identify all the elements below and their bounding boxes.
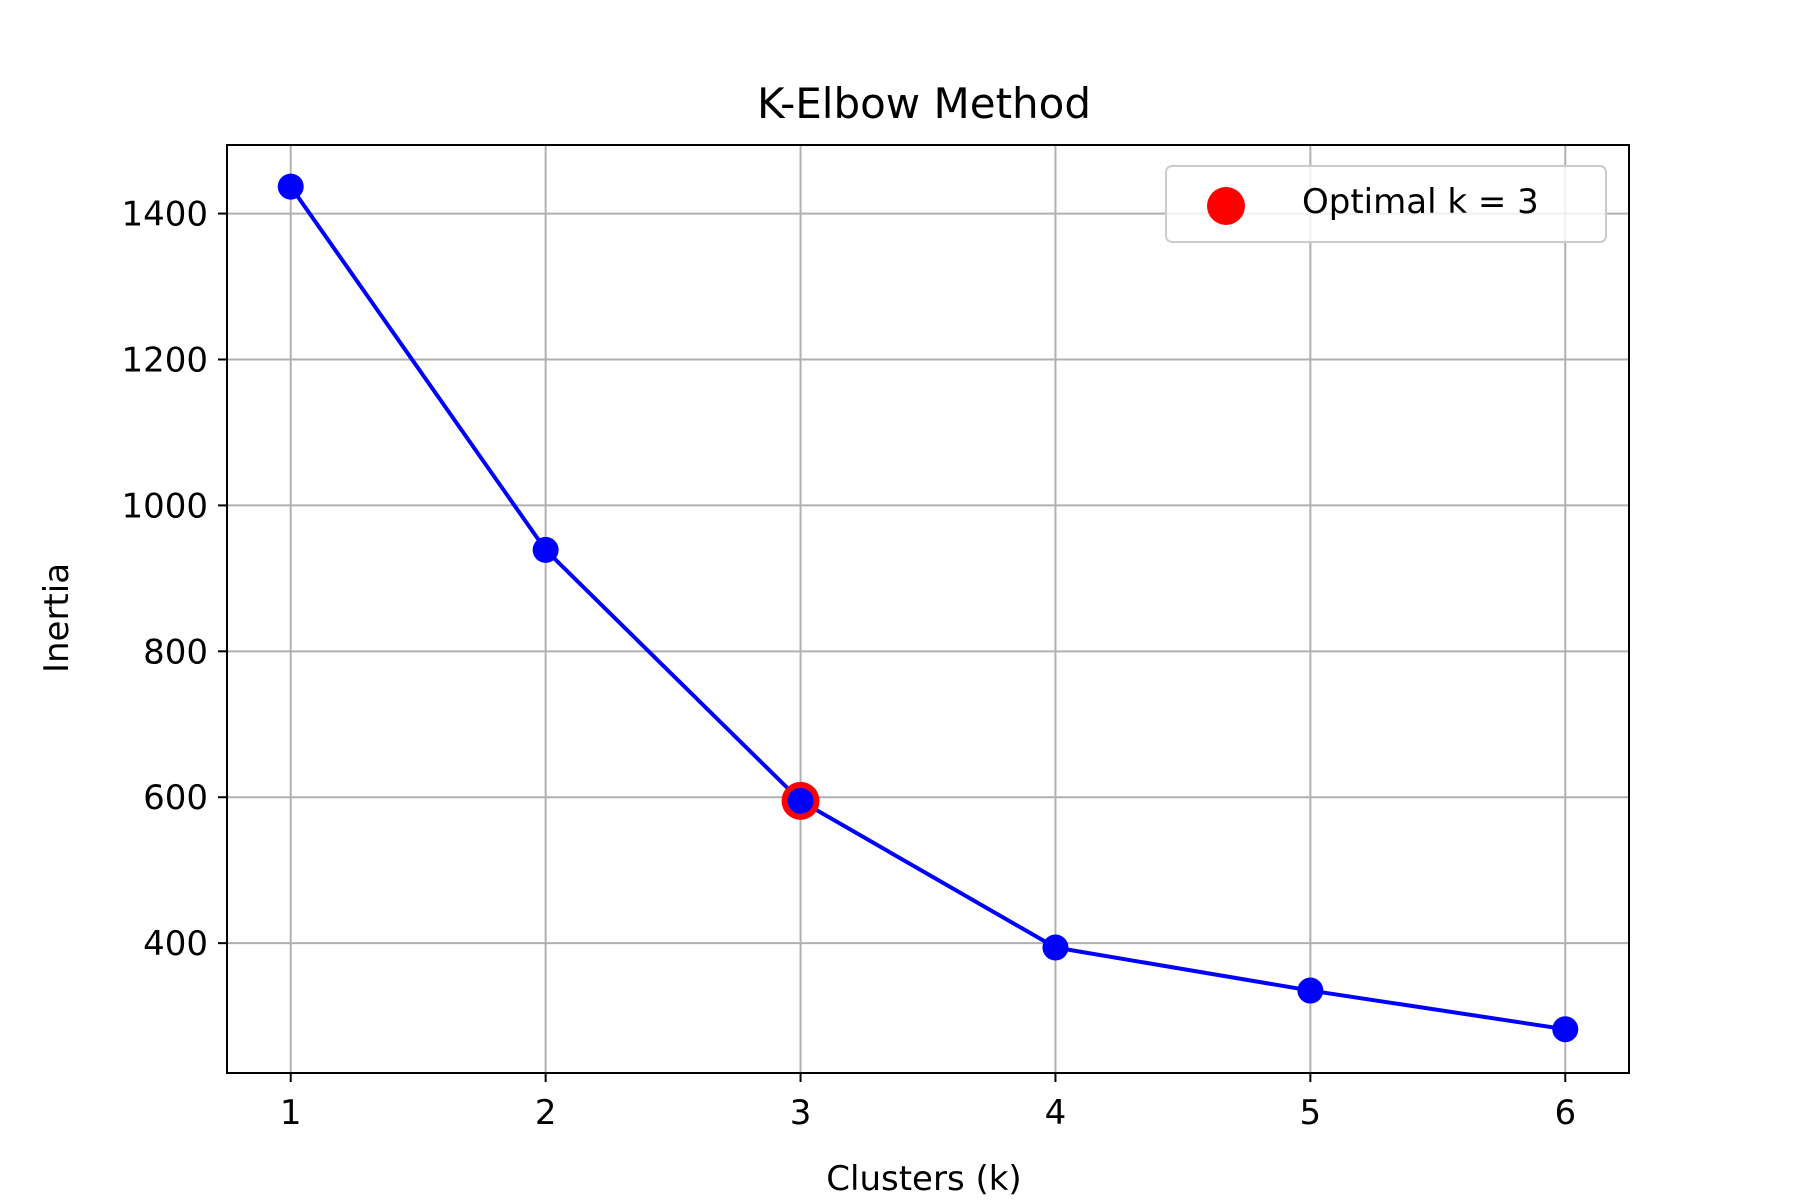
x-tick-label: 6 <box>1554 1093 1576 1133</box>
data-point <box>277 173 304 200</box>
y-tick-label: 600 <box>143 778 208 818</box>
data-point <box>787 787 814 814</box>
legend-box <box>1165 165 1607 243</box>
grid-layer <box>227 145 1629 1073</box>
legend: Optimal k = 3 <box>1165 165 1607 243</box>
data-point <box>532 536 559 563</box>
data-point <box>1042 934 1069 961</box>
ticks-layer: 1 2 3 4 5 6 400 600 800 1000 1200 1400 <box>121 195 1576 1133</box>
x-axis-label: Clusters (k) <box>826 1159 1021 1199</box>
legend-label-optimal: Optimal k = 3 <box>1302 182 1539 222</box>
data-point <box>1297 977 1324 1004</box>
x-tick-label: 4 <box>1045 1093 1067 1133</box>
chart-title: K-Elbow Method <box>757 79 1091 128</box>
series-layer <box>277 173 1579 1043</box>
series-line <box>289 185 1566 1032</box>
x-tick-label: 5 <box>1300 1093 1322 1133</box>
data-point <box>1552 1016 1579 1043</box>
legend-marker-optimal <box>1207 187 1245 225</box>
x-tick-label: 3 <box>790 1093 812 1133</box>
y-tick-label: 1400 <box>121 195 208 235</box>
y-tick-label: 1200 <box>121 340 208 380</box>
y-tick-label: 400 <box>143 924 208 964</box>
x-tick-label: 2 <box>535 1093 557 1133</box>
y-tick-label: 1000 <box>121 486 208 526</box>
y-tick-label: 800 <box>143 632 208 672</box>
plot-frame <box>226 144 1630 1074</box>
y-axis-label: Inertia <box>37 563 77 673</box>
x-tick-label: 1 <box>280 1093 302 1133</box>
